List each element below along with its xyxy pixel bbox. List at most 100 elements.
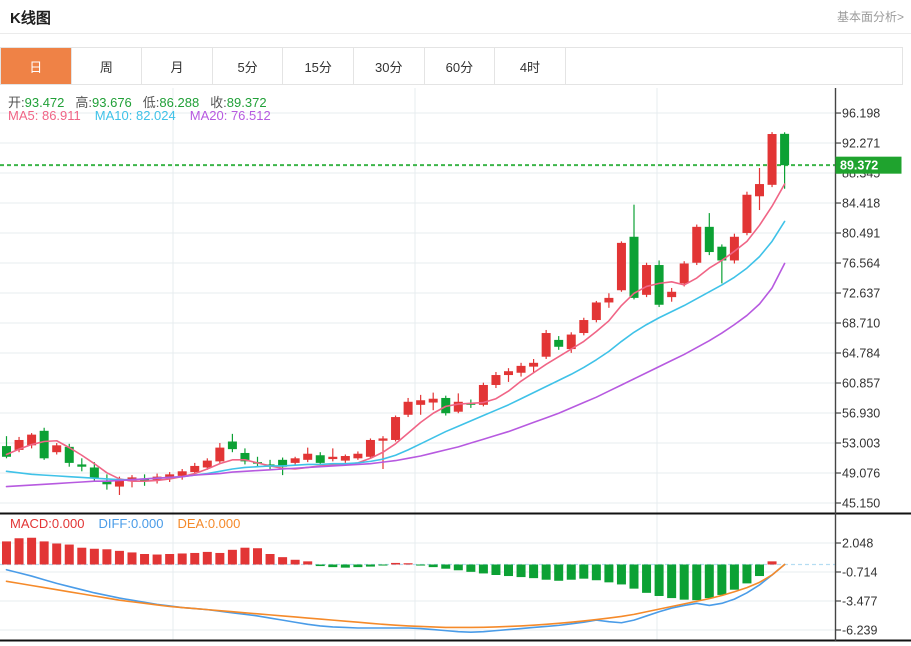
price-axis-label: 64.784: [842, 347, 880, 361]
price-axis-label: 92.271: [842, 137, 880, 151]
candle-body: [604, 297, 614, 303]
candle-body: [629, 236, 639, 298]
macd-hist-bar: [290, 559, 300, 565]
price-axis-label: 53.003: [842, 437, 880, 451]
candle-body: [165, 474, 175, 479]
macd-hist-bar: [240, 547, 250, 565]
tab-30分[interactable]: 30分: [354, 48, 425, 84]
candle-body: [742, 194, 752, 233]
macd-hist-bar: [127, 552, 137, 565]
macd-hist-bar: [453, 564, 463, 571]
candle-body: [566, 334, 576, 350]
tab-5分[interactable]: 5分: [213, 48, 284, 84]
tab-4时[interactable]: 4时: [495, 48, 566, 84]
macd-hist-bar: [64, 544, 74, 565]
macd-axis-label: -0.714: [842, 565, 877, 579]
macd-hist-bar: [478, 564, 488, 574]
kline-chart-svg[interactable]: 96.19892.27188.34584.41880.49176.56472.6…: [0, 88, 911, 646]
macd-hist-bar: [692, 564, 702, 601]
macd-hist-bar: [253, 548, 262, 565]
macd-hist-bar: [378, 564, 388, 566]
candle-body: [365, 439, 375, 457]
price-axis-label: 84.418: [842, 197, 880, 211]
candle-body: [729, 236, 739, 261]
candle-body: [491, 375, 501, 385]
macd-hist-bar: [190, 552, 200, 565]
macd-hist-bar: [315, 564, 325, 567]
macd-hist-bar: [152, 554, 162, 565]
price-axis-label: 96.198: [842, 107, 880, 121]
macd-hist-bar: [441, 564, 451, 569]
candle-body: [767, 134, 777, 185]
macd-hist-bar: [579, 564, 589, 579]
diff-line: [5, 563, 786, 633]
ma20-line: [5, 262, 786, 488]
macd-hist-bar: [642, 564, 652, 593]
macd-hist-bar: [616, 564, 626, 585]
candle-body: [202, 460, 212, 468]
macd-hist-bar: [89, 548, 99, 565]
candle-body: [215, 447, 225, 462]
macd-hist-bar: [391, 562, 401, 565]
price-axis-label: 72.637: [842, 287, 880, 301]
candle-body: [504, 371, 513, 376]
macd-hist-bar: [466, 564, 476, 572]
candle-body: [353, 453, 363, 459]
candle-body: [140, 478, 150, 482]
candle-body: [303, 453, 313, 460]
candle-body: [177, 471, 187, 476]
candle-body: [378, 438, 388, 441]
macd-hist-bar: [403, 563, 413, 565]
macd-hist-bar: [541, 564, 551, 580]
macd-hist-bar: [39, 541, 49, 565]
macd-hist-bar: [265, 554, 275, 565]
candle-body: [692, 226, 702, 263]
macd-axis-label: 2.048: [842, 537, 873, 551]
candle-body: [190, 465, 200, 473]
candle-body: [679, 263, 689, 284]
candle-body: [39, 430, 49, 459]
macd-hist-bar: [353, 564, 363, 568]
candle-body: [755, 184, 764, 197]
candle-body: [416, 400, 426, 405]
macd-hist-bar: [566, 564, 576, 580]
candle-body: [77, 464, 87, 467]
candle-body: [704, 226, 714, 253]
macd-hist-bar: [328, 564, 338, 568]
fundamental-analysis-link[interactable]: 基本面分析>: [836, 10, 904, 24]
macd-hist-bar: [629, 564, 639, 589]
candle-body: [391, 417, 401, 440]
macd-hist-bar: [755, 564, 764, 577]
macd-hist-bar: [679, 564, 689, 600]
macd-hist-bar: [2, 541, 11, 565]
candle-body: [52, 445, 62, 453]
tab-15分[interactable]: 15分: [283, 48, 354, 84]
candle-body: [717, 246, 727, 261]
page-header: K线图 基本面分析>: [0, 0, 911, 34]
price-axis-label: 49.076: [842, 467, 880, 481]
price-axis-label: 45.150: [842, 497, 880, 511]
macd-hist-bar: [428, 564, 438, 568]
macd-hist-bar: [14, 538, 24, 565]
current-price-tag: [835, 156, 902, 174]
candle-body: [227, 441, 237, 450]
candle-body: [541, 333, 551, 357]
tab-60分[interactable]: 60分: [425, 48, 496, 84]
candle-body: [14, 439, 24, 450]
macd-hist-bar: [529, 564, 539, 579]
candle-body: [290, 458, 300, 463]
macd-hist-bar: [554, 564, 564, 581]
candle-body: [2, 446, 11, 457]
macd-hist-bar: [591, 564, 601, 581]
macd-hist-bar: [202, 551, 212, 565]
candle-body: [780, 133, 790, 166]
tab-月[interactable]: 月: [142, 48, 213, 84]
macd-hist-bar: [704, 564, 714, 599]
candle-body: [616, 242, 626, 291]
tab-周[interactable]: 周: [72, 48, 143, 84]
macd-axis-label: -6.239: [842, 623, 877, 637]
tab-日[interactable]: 日: [1, 48, 72, 84]
price-axis-label: 60.857: [842, 377, 880, 391]
candle-body: [579, 320, 589, 334]
candle-body: [554, 339, 564, 347]
